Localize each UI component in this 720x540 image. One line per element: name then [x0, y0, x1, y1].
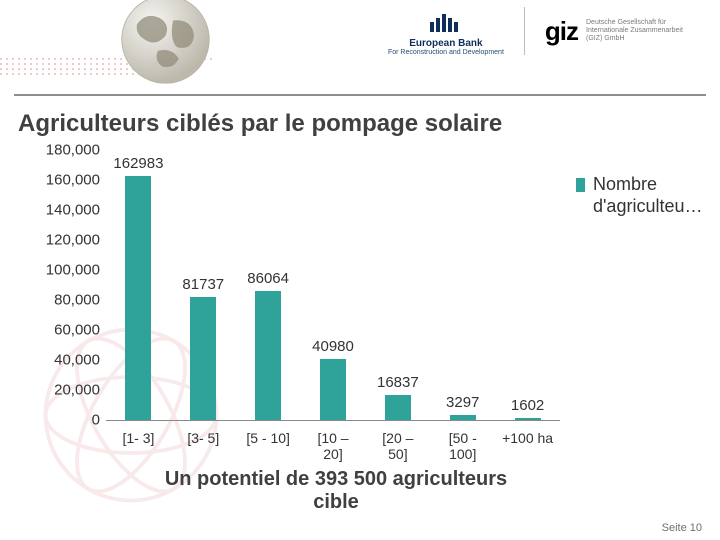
x-tick-label: [1- 3]	[106, 420, 171, 462]
y-tick-label: 140,000	[46, 202, 100, 219]
x-tick-label: +100 ha	[495, 420, 560, 462]
bar	[125, 176, 151, 420]
bar-column: 40980	[301, 359, 366, 420]
x-tick-label: [20 –50]	[365, 420, 430, 462]
bar	[320, 359, 346, 420]
bar	[385, 395, 411, 420]
y-tick-label: 60,000	[54, 322, 100, 339]
y-tick-label: 120,000	[46, 232, 100, 249]
legend-swatch	[576, 178, 585, 192]
bar-column: 16837	[365, 395, 430, 420]
header-logos: European Bank For Reconstruction and Dev…	[388, 6, 696, 56]
bars-container: 1629838173786064409801683732971602	[106, 150, 560, 420]
y-tick-label: 160,000	[46, 172, 100, 189]
ebrd-logo: European Bank For Reconstruction and Dev…	[388, 6, 504, 56]
ebrd-subtitle: For Reconstruction and Development	[388, 49, 504, 56]
giz-logo: giz Deutsche Gesellschaft für Internatio…	[545, 16, 696, 47]
bar-column: 162983	[106, 176, 171, 420]
giz-subtitle: Deutsche Gesellschaft für Internationale…	[586, 19, 696, 42]
y-tick-label: 0	[92, 412, 100, 429]
bar-value-label: 40980	[312, 338, 354, 355]
bar-value-label: 1602	[511, 397, 544, 414]
legend-label: Nombre d'agriculteu…	[593, 174, 708, 217]
y-tick-label: 100,000	[46, 262, 100, 279]
bar-column: 86064	[236, 291, 301, 420]
bar-value-label: 86064	[247, 270, 289, 287]
bar-chart: 0 20,000 40,000 60,000 80,000 100,000 120,000 1…	[28, 150, 700, 480]
header-rule	[14, 94, 706, 96]
y-tick-label: 20,000	[54, 382, 100, 399]
bar-value-label: 162983	[113, 155, 163, 172]
y-axis: 020,00040,00060,00080,000100,000120,0001…	[28, 150, 106, 420]
bar-column: 81737	[171, 297, 236, 420]
y-tick-label: 40,000	[54, 352, 100, 369]
y-tick-label: 80,000	[54, 292, 100, 309]
bar	[190, 297, 216, 420]
header: European Bank For Reconstruction and Dev…	[0, 0, 720, 90]
x-tick-label: [50 -100]	[430, 420, 495, 462]
bar-value-label: 16837	[377, 374, 419, 391]
ebrd-icon	[426, 6, 466, 36]
bar-value-label: 81737	[182, 276, 224, 293]
plot-area: 1629838173786064409801683732971602	[106, 150, 560, 420]
x-axis: [1- 3][3- 5][5 - 10][10 –20][20 –50][50 …	[106, 420, 560, 462]
x-tick-label: [3- 5]	[171, 420, 236, 462]
x-tick-label: [10 –20]	[301, 420, 366, 462]
bar	[255, 291, 281, 420]
logo-separator	[524, 7, 525, 55]
y-tick-label: 180,000	[46, 142, 100, 159]
globe-icon	[118, 0, 213, 87]
bar-value-label: 3297	[446, 394, 479, 411]
slide-title: Agriculteurs ciblés par le pompage solai…	[18, 110, 502, 138]
x-tick-label: [5 - 10]	[236, 420, 301, 462]
ebrd-name: European Bank	[409, 38, 482, 49]
chart-caption: Un potentiel de 393 500 agriculteurs cib…	[160, 468, 512, 514]
giz-mark: giz	[545, 16, 578, 47]
footer-page-number: Seite 10	[662, 522, 702, 534]
legend: Nombre d'agriculteu…	[576, 174, 707, 217]
